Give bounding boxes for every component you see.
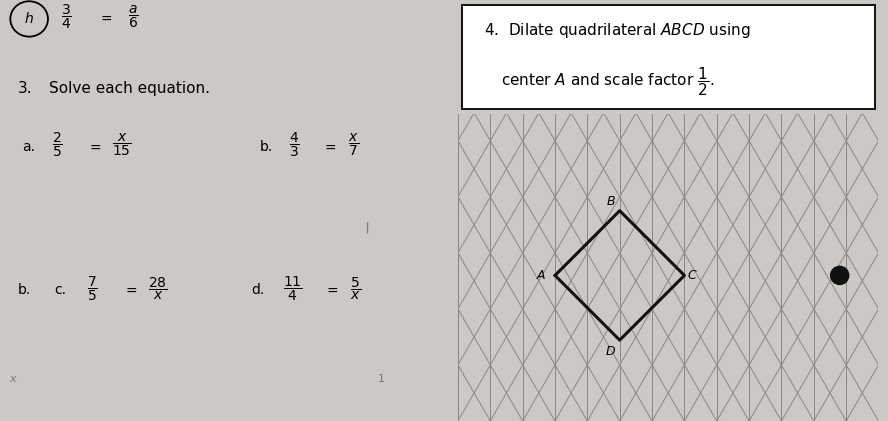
Text: D: D [606,345,614,358]
Text: c.: c. [54,283,66,298]
Text: $\dfrac{a}{6}$: $\dfrac{a}{6}$ [128,4,139,30]
Text: Solve each equation.: Solve each equation. [50,81,210,96]
Text: $\dfrac{x}{15}$: $\dfrac{x}{15}$ [112,132,131,158]
Text: 4.  Dilate quadrilateral $\mathit{ABCD}$ using: 4. Dilate quadrilateral $\mathit{ABCD}$ … [484,21,750,40]
Text: b.: b. [260,140,274,155]
Text: $=$: $=$ [87,139,101,154]
Text: b.: b. [18,283,31,298]
Text: B: B [607,195,614,208]
Text: /: / [364,221,371,234]
Text: $\dfrac{7}{5}$: $\dfrac{7}{5}$ [87,274,99,303]
Text: $\dfrac{11}{4}$: $\dfrac{11}{4}$ [282,274,302,303]
Text: $=$: $=$ [98,11,113,25]
FancyBboxPatch shape [462,5,875,109]
Text: $\dfrac{3}{4}$: $\dfrac{3}{4}$ [60,3,71,31]
Text: $x$: $x$ [9,374,18,384]
Text: center $\mathit{A}$ and scale factor $\dfrac{1}{2}$.: center $\mathit{A}$ and scale factor $\d… [501,65,715,98]
Circle shape [830,266,849,285]
Text: d.: d. [251,283,265,298]
Text: $h$: $h$ [24,11,34,27]
Text: $\dfrac{x}{7}$: $\dfrac{x}{7}$ [347,132,359,158]
Text: $=$: $=$ [123,282,138,297]
Text: $\dfrac{4}{3}$: $\dfrac{4}{3}$ [289,131,300,160]
Text: a.: a. [22,140,36,155]
Text: $\dfrac{5}{x}$: $\dfrac{5}{x}$ [350,275,361,301]
Text: $=$: $=$ [324,282,339,297]
Text: A: A [536,269,545,282]
Text: C: C [687,269,696,282]
Text: $\dfrac{2}{5}$: $\dfrac{2}{5}$ [52,131,62,160]
Text: $\dfrac{28}{x}$: $\dfrac{28}{x}$ [148,275,168,301]
Text: 1: 1 [377,374,385,384]
Text: 3.: 3. [18,81,33,96]
Text: $=$: $=$ [322,139,337,154]
